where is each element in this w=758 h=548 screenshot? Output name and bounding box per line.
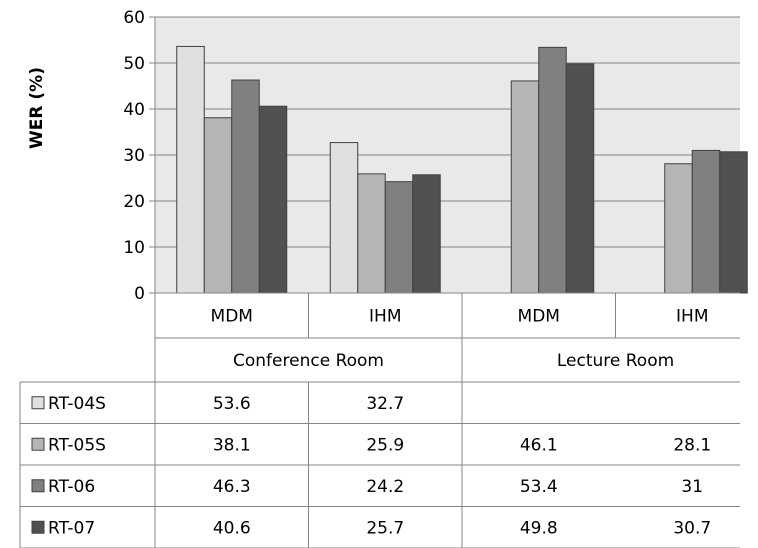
data-label: 25.9 bbox=[366, 435, 404, 455]
y-axis-label: WER (%) bbox=[27, 67, 47, 149]
legend-label: RT-04S bbox=[48, 394, 106, 414]
bar-rt-06 bbox=[691, 149, 721, 294]
x-category-label: IHM bbox=[369, 307, 401, 327]
bars bbox=[176, 45, 748, 294]
data-table: MDM IHM MDM IHM Conference Room Lecture Room R… bbox=[19, 293, 740, 548]
bar-rt-04s bbox=[176, 45, 205, 294]
data-label: 30.7 bbox=[673, 518, 711, 538]
bar-rt-04s bbox=[329, 142, 359, 294]
data-label: 49.8 bbox=[520, 518, 558, 538]
bar-rt-07 bbox=[412, 174, 441, 294]
data-label: 32.7 bbox=[366, 394, 404, 414]
legend-swatch-rt-06 bbox=[31, 479, 45, 493]
data-label: 28.1 bbox=[673, 435, 711, 455]
data-label: 40.6 bbox=[213, 518, 251, 538]
legend-swatch-rt-04s bbox=[31, 396, 45, 410]
bar-rt-07 bbox=[719, 151, 748, 294]
bar-rt-05s bbox=[664, 163, 693, 294]
bar-rt-06 bbox=[384, 181, 414, 294]
y-tick-label: 40 bbox=[123, 100, 145, 120]
bar-rt-07 bbox=[565, 63, 595, 294]
legend-label: RT-07 bbox=[48, 518, 95, 538]
data-label: 46.3 bbox=[213, 477, 251, 497]
bar-rt-06 bbox=[538, 46, 567, 294]
legend-label: RT-05S bbox=[48, 435, 106, 455]
data-label: 25.7 bbox=[366, 518, 404, 538]
y-tick-label: 30 bbox=[123, 146, 145, 166]
data-label: 24.2 bbox=[366, 477, 404, 497]
data-label: 38.1 bbox=[213, 435, 251, 455]
x-group-label: Lecture Room bbox=[557, 351, 674, 371]
data-label: 53.4 bbox=[520, 477, 558, 497]
y-tick-label: 10 bbox=[123, 238, 145, 258]
y-tick-label: 20 bbox=[123, 192, 145, 212]
y-tick-label: 0 bbox=[134, 284, 145, 304]
bar-rt-06 bbox=[231, 79, 260, 294]
x-category-label: IHM bbox=[676, 307, 708, 327]
y-tick-label: 60 bbox=[123, 8, 145, 28]
legend-swatch-rt-05s bbox=[31, 437, 45, 451]
bar-rt-05s bbox=[510, 80, 540, 294]
data-label: 46.1 bbox=[520, 435, 558, 455]
legend-label: RT-06 bbox=[48, 477, 95, 497]
x-group-label: Conference Room bbox=[233, 351, 384, 371]
data-label: 31 bbox=[681, 477, 703, 497]
data-label: 53.6 bbox=[213, 394, 251, 414]
bar-rt-05s bbox=[203, 117, 233, 294]
legend-swatch-rt-07 bbox=[31, 520, 45, 534]
y-axis-ticks: 0 10 20 30 40 50 60 bbox=[123, 8, 145, 304]
x-category-label: MDM bbox=[518, 307, 560, 327]
axes bbox=[149, 16, 740, 294]
x-category-label: MDM bbox=[211, 307, 253, 327]
bar-rt-07 bbox=[258, 105, 288, 294]
bar-rt-05s bbox=[357, 173, 386, 294]
y-tick-label: 50 bbox=[123, 54, 145, 74]
